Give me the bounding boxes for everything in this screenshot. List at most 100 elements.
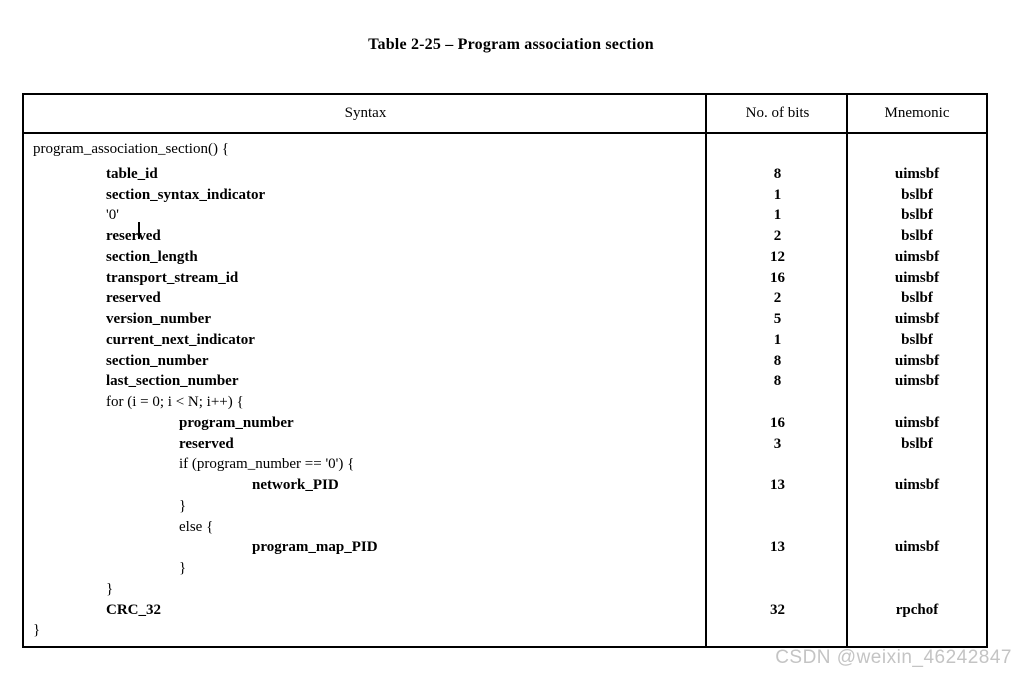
table-row: }: [24, 579, 986, 600]
bits-cell: [707, 139, 848, 160]
table-row: reserved 2 bslbf: [24, 288, 986, 309]
table-row: '0' 1 bslbf: [24, 205, 986, 226]
table-header-row: Syntax No. of bits Mnemonic: [24, 95, 986, 134]
syntax-table: Syntax No. of bits Mnemonic program_asso…: [22, 93, 988, 648]
mnemonic-cell: uimsbf: [894, 269, 940, 286]
table-row: current_next_indicator 1 bslbf: [24, 330, 986, 351]
syntax-cell: transport_stream_id: [106, 269, 239, 286]
syntax-cell: if (program_number == '0') {: [179, 456, 355, 473]
bits-cell: 32: [770, 601, 785, 618]
bits-cell: 1: [773, 186, 782, 203]
table-row: table_id 8 uimsbf: [24, 164, 986, 185]
table-row: network_PID 13 uimsbf: [24, 475, 986, 496]
bits-cell: [707, 620, 848, 641]
table-row: }: [24, 620, 986, 641]
bits-cell: [707, 558, 848, 579]
mnemonic-cell: [848, 139, 986, 160]
table-row: program_map_PID 13 uimsbf: [24, 537, 986, 558]
table-row: }: [24, 558, 986, 579]
bits-cell: 12: [770, 248, 785, 265]
bits-cell: [707, 454, 848, 475]
table-row: section_length 12 uimsbf: [24, 247, 986, 268]
watermark: CSDN @weixin_46242847: [775, 647, 1012, 668]
syntax-cell: program_number: [179, 414, 294, 431]
syntax-cell: last_section_number: [106, 373, 239, 390]
syntax-cell: section_number: [106, 352, 209, 369]
syntax-cell: reserved: [179, 435, 234, 452]
mnemonic-cell: bslbf: [901, 207, 933, 224]
syntax-cell: network_PID: [252, 477, 339, 493]
header-syntax: Syntax: [344, 105, 387, 121]
mnemonic-cell: uimsbf: [894, 477, 940, 493]
mnemonic-cell: bslbf: [901, 290, 933, 307]
bits-cell: [707, 496, 848, 517]
bits-cell: 8: [773, 352, 782, 369]
bits-cell: [707, 579, 848, 600]
mnemonic-cell: uimsbf: [894, 539, 940, 556]
bits-cell: 1: [773, 331, 782, 348]
bits-cell: 1: [773, 207, 782, 224]
bits-cell: 13: [770, 477, 785, 493]
syntax-cell: }: [106, 580, 114, 597]
syntax-cell: program_association_section() {: [33, 141, 229, 157]
table-row: section_syntax_indicator 1 bslbf: [24, 185, 986, 206]
mnemonic-cell: uimsbf: [894, 352, 940, 369]
syntax-cell: section_syntax_indicator: [106, 186, 266, 203]
mnemonic-cell: bslbf: [901, 435, 933, 452]
syntax-cell: }: [179, 560, 187, 576]
syntax-cell: CRC_32: [106, 601, 161, 618]
table-row: program_association_section() {: [24, 139, 986, 160]
mnemonic-cell: rpchof: [895, 601, 939, 618]
mnemonic-cell: [848, 620, 986, 641]
bits-cell: 5: [773, 311, 782, 327]
table-row: }: [24, 496, 986, 517]
mnemonic-cell: uimsbf: [894, 373, 940, 390]
header-no-of-bits: No. of bits: [745, 105, 810, 121]
bits-cell: 16: [770, 269, 785, 286]
table-body: program_association_section() { table_id 8…: [24, 134, 986, 641]
syntax-cell: '0': [106, 207, 119, 224]
header-mnemonic: Mnemonic: [884, 105, 950, 121]
table-row: section_number 8 uimsbf: [24, 351, 986, 372]
column-divider: [846, 95, 848, 646]
table-row: reserved 2 bslbf: [24, 226, 986, 247]
mnemonic-cell: uimsbf: [894, 165, 940, 182]
bits-cell: 2: [773, 290, 782, 307]
table-row: transport_stream_id 16 uimsbf: [24, 268, 986, 289]
table-row: reserved 3 bslbf: [24, 434, 986, 455]
mnemonic-cell: uimsbf: [894, 248, 940, 265]
syntax-cell: current_next_indicator: [106, 331, 255, 348]
bits-cell: [707, 392, 848, 413]
mnemonic-cell: uimsbf: [894, 414, 940, 431]
mnemonic-cell: [848, 454, 986, 475]
table-row: for (i = 0; i < N; i++) {: [24, 392, 986, 413]
table-row: else {: [24, 517, 986, 538]
mnemonic-cell: [848, 392, 986, 413]
mnemonic-cell: bslbf: [901, 186, 933, 203]
table-row: CRC_32 32 rpchof: [24, 600, 986, 621]
bits-cell: 16: [770, 414, 785, 431]
text-cursor: [138, 222, 140, 239]
mnemonic-cell: [848, 496, 986, 517]
syntax-cell: version_number: [106, 311, 211, 327]
table-caption: Table 2-25 – Program association section: [368, 36, 654, 53]
mnemonic-cell: [848, 517, 986, 538]
bits-cell: 3: [773, 435, 782, 452]
bits-cell: [707, 517, 848, 538]
table-row: program_number 16 uimsbf: [24, 413, 986, 434]
bits-cell: 8: [773, 165, 782, 182]
bits-cell: 8: [773, 373, 782, 390]
column-divider: [705, 95, 707, 646]
syntax-cell: }: [33, 622, 41, 639]
mnemonic-cell: bslbf: [901, 228, 933, 244]
mnemonic-cell: uimsbf: [894, 311, 940, 327]
bits-cell: 13: [770, 539, 785, 556]
syntax-cell: reserved: [106, 290, 161, 307]
syntax-cell: section_length: [106, 248, 198, 265]
syntax-cell: else {: [179, 518, 214, 535]
table-row: last_section_number 8 uimsbf: [24, 371, 986, 392]
syntax-cell: }: [179, 497, 187, 514]
syntax-cell: table_id: [106, 165, 158, 182]
table-row: if (program_number == '0') {: [24, 454, 986, 475]
